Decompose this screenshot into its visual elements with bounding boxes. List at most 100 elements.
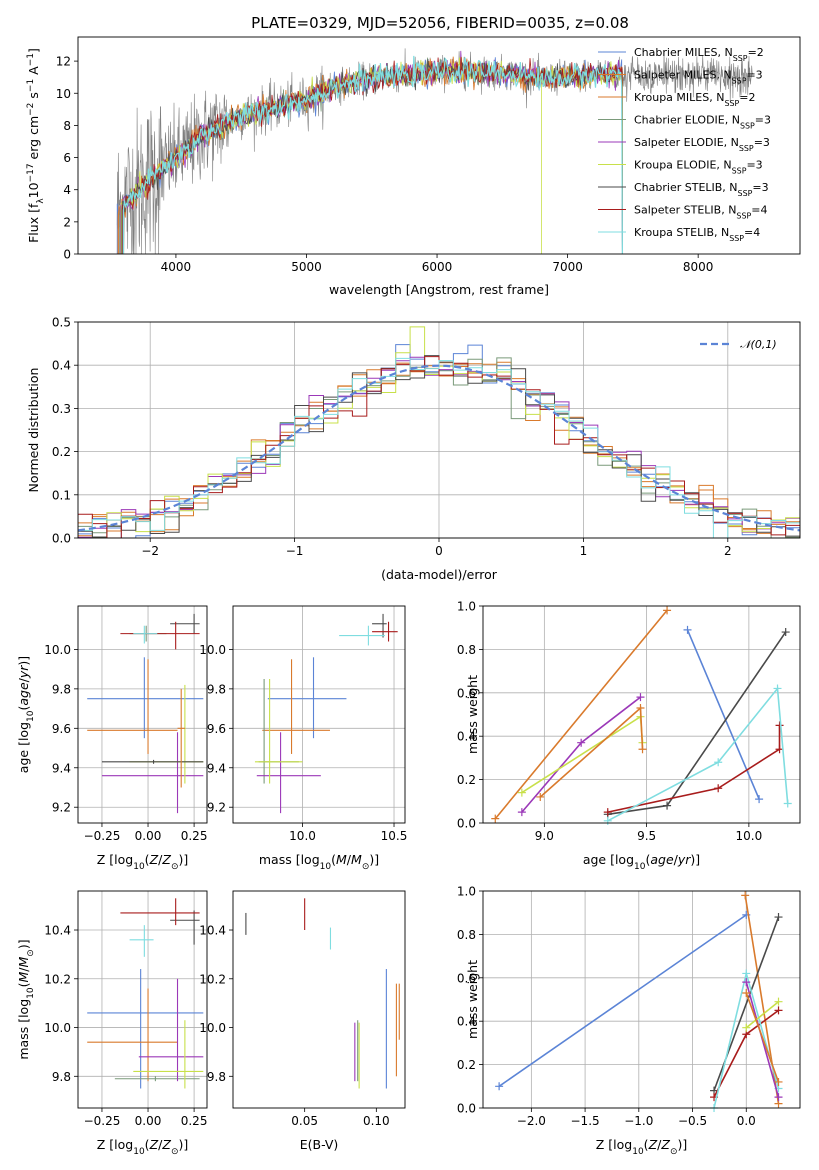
weight-line (745, 992, 780, 1083)
weight-marker (742, 988, 751, 997)
x-axis-label: Z [log10(Z/Z⊙)] (97, 1137, 189, 1157)
legend-label: Salpeter STELIB, NSSP=4 (634, 204, 767, 221)
y-tick-label: 9.6 (52, 722, 71, 736)
x-tick-label: 9.5 (637, 829, 656, 843)
x-tick-label: 1 (580, 544, 588, 558)
x-axis-label: E(B-V) (300, 1137, 339, 1152)
x-axis-label: age [log10(age/yr)] (583, 852, 700, 872)
legend-label: Kroupa MILES, NSSP=2 (634, 91, 755, 108)
weight-marker (636, 703, 645, 712)
y-tick-label: 6 (63, 151, 71, 165)
y-tick-label: 8 (63, 119, 71, 133)
y-tick-label: 0.5 (52, 316, 71, 330)
x-axis-label: Z [log10(Z/Z⊙)] (97, 852, 189, 872)
weight-marker (742, 978, 751, 987)
x-tick-label: 0.00 (135, 1114, 162, 1128)
legend-label: Chabrier ELODIE, NSSP=3 (634, 114, 771, 131)
weight-line (521, 715, 644, 794)
weight-marker (773, 684, 782, 693)
weight-marker (603, 808, 612, 817)
weight-marker (663, 606, 672, 615)
panel-residuals: −2 −1 0 1 2 0.0 0.1 0.2 0.3 0.4 0.5 𝒩(0,1) (data-mod… (26, 316, 801, 582)
x-tick-label: 8000 (683, 260, 714, 274)
weight-line (745, 1001, 780, 1029)
y-tick-label: 0.0 (457, 817, 476, 831)
model-line-kroupa-elodie (120, 57, 623, 254)
y-axis-label: Normed distribution (26, 368, 41, 493)
x-tick-label: −0.25 (84, 1114, 121, 1128)
y-tick-label: 0.8 (457, 928, 476, 942)
weight-marker (742, 969, 751, 978)
y-tick-label: 12 (56, 55, 71, 69)
weight-line (607, 725, 781, 813)
x-tick-label: −0.5 (678, 1114, 707, 1128)
y-tick-label: 0.4 (52, 359, 71, 373)
y-axis-label: age [log10(age/yr)] (16, 656, 36, 773)
figure-title: PLATE=0329, MJD=52056, FIBERID=0035, z=0… (251, 14, 629, 32)
x-tick-label: −0.25 (84, 829, 121, 843)
y-tick-label: 0.8 (457, 643, 476, 657)
gaussian-curve (78, 364, 800, 532)
axes-frame (482, 605, 801, 824)
y-tick-label: 0.2 (52, 445, 71, 459)
weight-line (498, 914, 747, 1087)
legend-label: Kroupa STELIB, NSSP=4 (634, 226, 760, 243)
y-tick-label: 0.2 (457, 773, 476, 787)
weight-marker (638, 745, 647, 754)
weight-marker (517, 808, 526, 817)
legend-label: 𝒩(0,1) (740, 338, 777, 351)
x-tick-label: 5000 (291, 260, 322, 274)
axes-frame (482, 890, 801, 1109)
x-tick-label: 0.00 (135, 829, 162, 843)
weight-marker (517, 788, 526, 797)
y-tick-label: 10.2 (44, 972, 71, 986)
x-tick-label: 0.25 (181, 1114, 208, 1128)
y-tick-label: 9.2 (207, 801, 226, 815)
y-tick-label: 10.0 (199, 1021, 226, 1035)
weight-marker (491, 814, 500, 823)
weight-marker (781, 628, 790, 637)
y-tick-label: 0.6 (457, 971, 476, 985)
axes-frame (232, 605, 406, 824)
axes-frame (77, 36, 801, 255)
panel-spectrum: 4000 5000 6000 7000 8000 0 2 4 6 8 10 12 Chabrier MI… (26, 36, 801, 297)
y-tick-label: 10.0 (44, 643, 71, 657)
weight-marker (663, 801, 672, 810)
weight-marker (755, 795, 764, 804)
x-tick-label: −1 (286, 544, 304, 558)
panel-mass_vs_Z: −0.25 0.00 0.25 9.8 10.0 10.2 10.4 Z [log10(Z/Z… (16, 890, 208, 1157)
legend-label: Chabrier STELIB, NSSP=3 (634, 181, 769, 198)
x-tick-label: 9.0 (535, 829, 554, 843)
x-axis-label: mass [log10(M/M⊙)] (259, 852, 379, 872)
panel-weight_vs_Z: −2.0 −1.5 −1.0 −0.5 0.0 0.0 0.2 0.4 0.6 0.8 1.0 Z [… (457, 885, 801, 1157)
y-tick-label: 0.4 (457, 730, 476, 744)
weight-marker (636, 693, 645, 702)
y-tick-label: 0.6 (457, 686, 476, 700)
weight-marker (774, 1006, 783, 1015)
weight-marker (774, 913, 783, 922)
weight-marker (577, 738, 586, 747)
y-tick-label: 9.4 (52, 761, 71, 775)
x-tick-label: 7000 (552, 260, 583, 274)
weight-line (494, 609, 668, 820)
x-axis-label: Z [log10(Z/Z⊙)] (596, 1137, 688, 1157)
y-tick-label: 9.2 (52, 801, 71, 815)
x-tick-label: 10.0 (289, 829, 316, 843)
legend-label: Kroupa ELODIE, NSSP=3 (634, 159, 763, 176)
y-tick-label: 0.0 (52, 532, 71, 546)
x-tick-label: 0.0 (737, 1114, 756, 1128)
model-line-kroupa-stelib (122, 55, 623, 254)
x-tick-label: −2.0 (517, 1114, 546, 1128)
y-tick-label: 0.2 (457, 1058, 476, 1072)
x-tick-label: 0.05 (291, 1114, 318, 1128)
weight-line (539, 706, 644, 798)
panel-weight_vs_age: 9.0 9.5 10.0 0.0 0.2 0.4 0.6 0.8 1.0 age [log10(a… (457, 600, 801, 872)
x-tick-label: 0.25 (181, 829, 208, 843)
y-tick-label: 0.1 (52, 488, 71, 502)
y-tick-label: 0.0 (457, 1102, 476, 1116)
weight-marker (603, 816, 612, 825)
y-tick-label: 2 (63, 215, 71, 229)
x-tick-label: 4000 (161, 260, 192, 274)
x-axis-label: (data-model)/error (381, 567, 498, 582)
